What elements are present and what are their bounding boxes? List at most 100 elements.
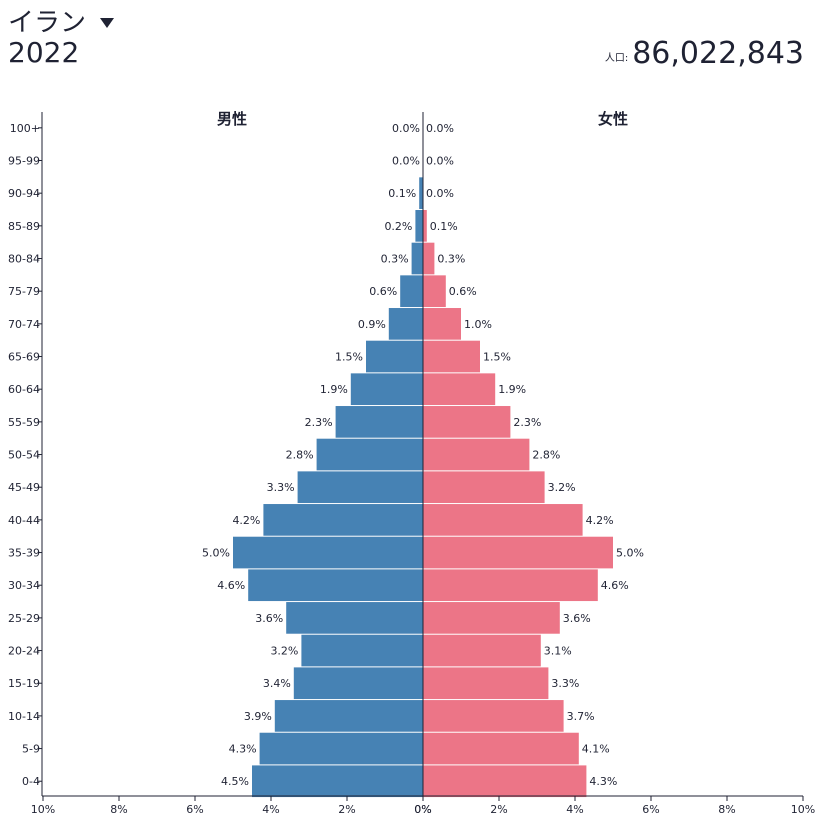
female-value-label: 1.5% <box>483 351 511 364</box>
female-value-label: 0.0% <box>426 155 454 168</box>
dropdown-caret-icon <box>100 17 115 28</box>
age-group-label: 75-79 <box>8 285 40 298</box>
male-bar <box>411 242 423 275</box>
x-tick-label: 4% <box>262 803 279 816</box>
male-bar <box>388 308 423 340</box>
female-value-label: 3.7% <box>567 710 595 723</box>
male-bar <box>274 700 423 732</box>
age-group-label: 35-39 <box>8 547 40 560</box>
country-selector[interactable]: イラン <box>8 2 115 39</box>
age-group-label: 65-69 <box>8 351 40 364</box>
age-group-label: 70-74 <box>8 318 40 331</box>
female-bar <box>423 634 541 667</box>
female-value-label: 4.3% <box>589 775 617 788</box>
female-bar <box>423 732 579 765</box>
female-bar <box>423 569 598 602</box>
female-bar <box>423 536 613 569</box>
male-bar <box>297 471 423 504</box>
female-value-label: 0.0% <box>426 122 454 135</box>
age-group-label: 20-24 <box>8 645 40 658</box>
male-value-label: 0.2% <box>384 220 412 233</box>
female-bar <box>423 210 427 242</box>
male-value-label: 4.3% <box>229 743 257 756</box>
male-value-label: 2.8% <box>286 449 314 462</box>
female-value-label: 4.6% <box>601 579 629 592</box>
female-bar <box>423 242 435 275</box>
male-value-label: 4.6% <box>217 579 245 592</box>
female-bar <box>423 373 496 406</box>
male-value-label: 3.3% <box>267 481 295 494</box>
male-value-label: 3.9% <box>244 710 272 723</box>
male-bar <box>350 373 423 406</box>
age-group-label: 30-34 <box>8 579 40 592</box>
x-tick-label: 6% <box>642 803 659 816</box>
female-value-label: 0.3% <box>437 253 465 266</box>
x-tick-label: 8% <box>718 803 735 816</box>
female-bar <box>423 340 480 373</box>
female-bar <box>423 504 583 536</box>
age-group-label: 95-99 <box>8 155 40 168</box>
male-value-label: 5.0% <box>202 547 230 560</box>
x-tick-label: 10% <box>791 803 815 816</box>
female-value-label: 3.6% <box>563 612 591 625</box>
male-value-label: 4.2% <box>232 514 260 527</box>
female-bar <box>423 438 530 471</box>
male-value-label: 0.9% <box>358 318 386 331</box>
age-group-label: 100+ <box>10 122 40 135</box>
population-display: 人口: 86,022,843 <box>605 36 804 71</box>
female-value-label: 3.3% <box>551 677 579 690</box>
male-bar <box>293 667 423 700</box>
age-group-label: 45-49 <box>8 481 40 494</box>
female-value-label: 0.1% <box>430 220 458 233</box>
male-bar <box>259 732 423 765</box>
x-tick-label: 6% <box>186 803 203 816</box>
female-label: 女性 <box>598 110 628 128</box>
male-bar <box>286 602 423 634</box>
x-tick-label: 2% <box>338 803 355 816</box>
x-tick-label: 4% <box>566 803 583 816</box>
country-name: イラン <box>8 8 87 38</box>
age-group-label: 25-29 <box>8 612 40 625</box>
male-bar <box>400 275 423 308</box>
x-tick-label: 0% <box>414 803 431 816</box>
age-group-label: 15-19 <box>8 677 40 690</box>
female-bar <box>423 765 587 798</box>
female-bar <box>423 471 545 504</box>
age-group-label: 55-59 <box>8 416 40 429</box>
female-value-label: 1.0% <box>464 318 492 331</box>
female-value-label: 2.8% <box>532 449 560 462</box>
male-value-label: 0.0% <box>392 122 420 135</box>
female-bar <box>423 602 560 634</box>
male-value-label: 0.6% <box>369 285 397 298</box>
female-bar <box>423 700 564 732</box>
male-value-label: 1.5% <box>335 351 363 364</box>
male-bar <box>419 177 423 210</box>
age-group-label: 60-64 <box>8 383 40 396</box>
x-tick-label: 2% <box>490 803 507 816</box>
male-value-label: 3.2% <box>270 645 298 658</box>
age-group-label: 10-14 <box>8 710 40 723</box>
male-value-label: 0.0% <box>392 155 420 168</box>
female-value-label: 5.0% <box>616 547 644 560</box>
age-group-label: 40-44 <box>8 514 40 527</box>
x-tick-label: 8% <box>110 803 127 816</box>
x-tick-label: 0% <box>414 803 431 816</box>
x-tick-label: 10% <box>31 803 55 816</box>
year-label: 2022 <box>8 36 80 69</box>
male-bar <box>233 536 423 569</box>
female-value-label: 3.1% <box>544 645 572 658</box>
female-bar <box>423 275 446 308</box>
female-bar <box>423 406 511 438</box>
male-bar <box>301 634 423 667</box>
male-value-label: 1.9% <box>320 383 348 396</box>
age-group-label: 85-89 <box>8 220 40 233</box>
male-value-label: 2.3% <box>305 416 333 429</box>
age-group-label: 0-4 <box>22 775 40 788</box>
male-bar <box>248 569 423 602</box>
male-value-label: 0.3% <box>381 253 409 266</box>
male-bar <box>263 504 423 536</box>
female-value-label: 4.1% <box>582 743 610 756</box>
population-label: 人口: <box>604 53 629 64</box>
female-value-label: 1.9% <box>498 383 526 396</box>
